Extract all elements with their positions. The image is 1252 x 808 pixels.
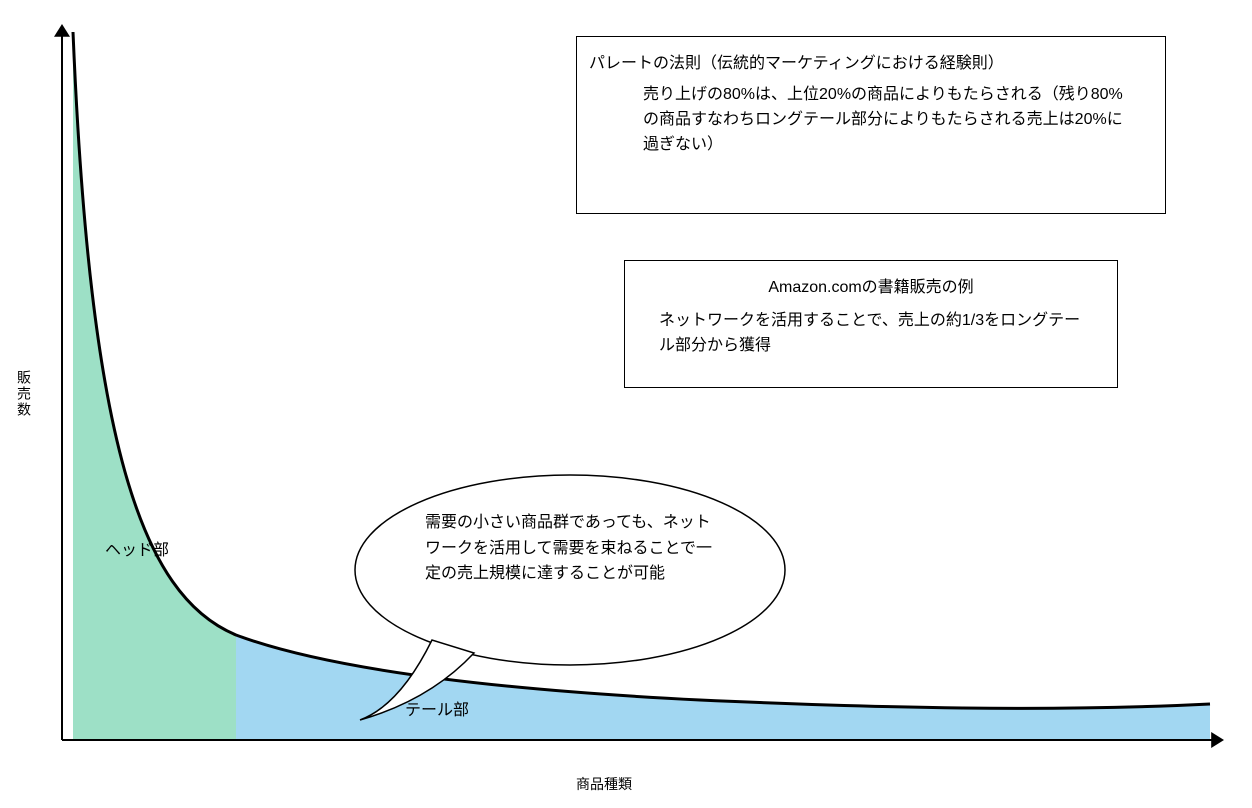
head-area [73,32,236,740]
amazon-box-title: Amazon.comの書籍販売の例 [637,273,1105,297]
y-axis [54,24,70,740]
pareto-info-box: パレートの法則（伝統的マーケティングにおける経験則） 売り上げの80%は、上位2… [576,36,1166,214]
tail-region-label: テール部 [405,696,469,720]
speech-bubble-text: 需要の小さい商品群であっても、ネットワークを活用して需要を束ねることで一定の売上… [425,510,723,587]
tail-area [236,635,1210,740]
chart-canvas: 販売数 商品種類 ヘッド部 テール部 パレートの法則（伝統的マーケティングにおけ… [0,0,1252,808]
amazon-box-body: ネットワークを活用することで、売上の約1/3をロングテール部分から獲得 [659,309,1083,359]
y-axis-label: 販売数 [14,370,34,418]
pareto-box-body: 売り上げの80%は、上位20%の商品によりもたらされる（残り80%の商品すなわち… [643,83,1123,157]
pareto-box-title: パレートの法則（伝統的マーケティングにおける経験則） [589,49,1153,73]
x-axis-label: 商品種類 [576,774,632,794]
head-region-label: ヘッド部 [105,536,169,560]
amazon-info-box: Amazon.comの書籍販売の例 ネットワークを活用することで、売上の約1/3… [624,260,1118,388]
